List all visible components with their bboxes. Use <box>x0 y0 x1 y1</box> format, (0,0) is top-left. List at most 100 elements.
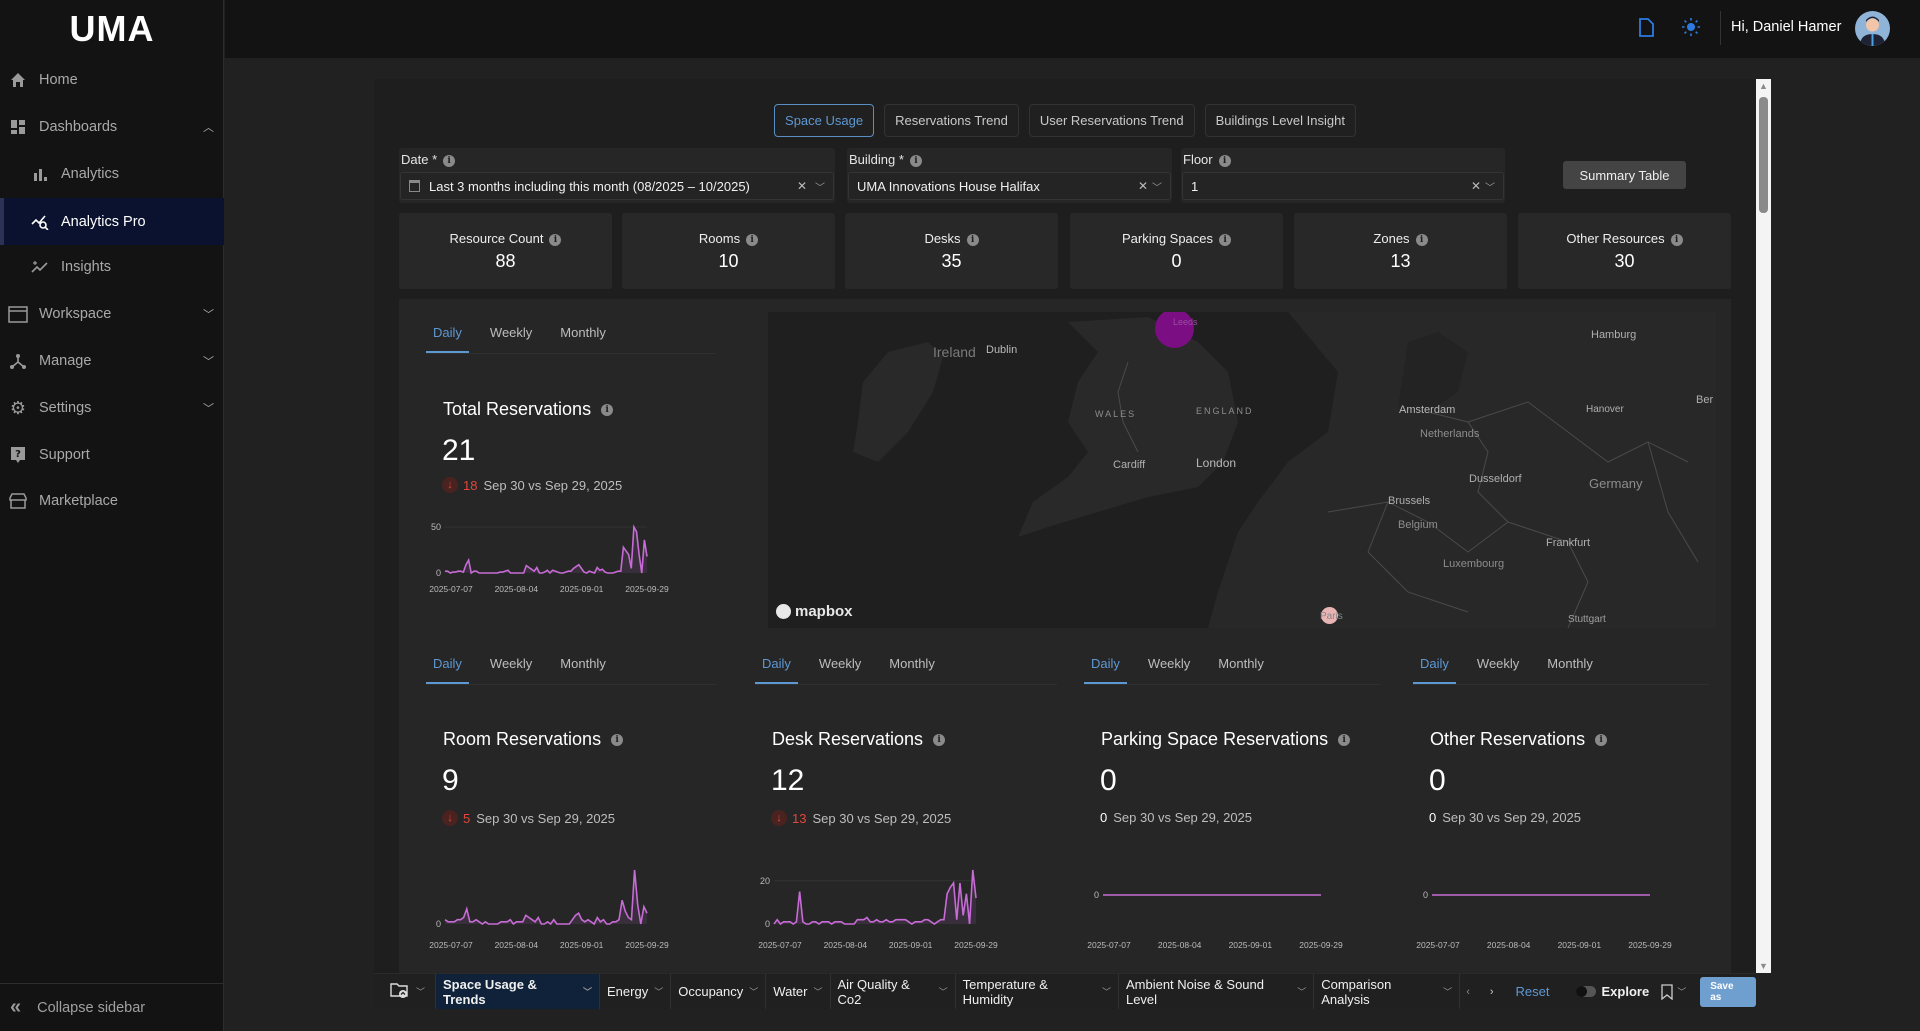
tab-daily[interactable]: Daily <box>426 648 469 684</box>
scrollbar-thumb[interactable] <box>1759 97 1768 213</box>
sidebar-item-dashboards[interactable]: Dashboards ︿ <box>0 105 224 149</box>
info-icon[interactable]: i <box>933 734 946 747</box>
map-marker-leeds[interactable] <box>1155 312 1194 348</box>
sidebar-item-support[interactable]: ? Support <box>0 433 224 477</box>
sidebar-item-settings[interactable]: ⚙ Settings ﹀ <box>0 386 224 430</box>
folder-menu-button[interactable]: ﹀ <box>374 974 437 1009</box>
compare-text: Sep 30 vs Sep 29, 2025 <box>483 477 623 493</box>
category-water[interactable]: Water ﹀ <box>766 974 831 1009</box>
summary-table-button[interactable]: Summary Table <box>1563 161 1686 189</box>
theme-sun-icon[interactable] <box>1681 17 1701 42</box>
document-icon[interactable] <box>1639 18 1654 42</box>
stat-zones: Zones i 13 <box>1294 213 1507 289</box>
info-icon[interactable]: i <box>549 233 562 246</box>
category-temperature-humidity[interactable]: Temperature & Humidity ﹀ <box>956 974 1119 1009</box>
sidebar-item-label: Support <box>39 447 90 463</box>
sidebar-item-insights[interactable]: Insights <box>0 245 224 289</box>
info-icon[interactable]: i <box>746 233 759 246</box>
info-icon[interactable]: i <box>443 154 456 167</box>
card-title-room-reservations: Room Reservations i <box>443 729 624 750</box>
collapse-sidebar-button[interactable]: « Collapse sidebar <box>0 983 224 1031</box>
info-icon[interactable]: i <box>1415 233 1428 246</box>
delta-row: ↓ 5 Sep 30 vs Sep 29, 2025 <box>442 810 615 826</box>
tab-monthly[interactable]: Monthly <box>889 656 935 671</box>
floor-select[interactable]: 1 ✕ ﹀ <box>1182 172 1504 200</box>
period-tabs: Daily Weekly Monthly <box>426 317 716 354</box>
sidebar-item-manage[interactable]: Manage ﹀ <box>0 339 224 383</box>
building-filter: Building * i UMA Innovations House Halifa… <box>847 148 1172 203</box>
info-icon[interactable]: i <box>966 233 979 246</box>
date-select[interactable]: Last 3 months including this month (08/2… <box>400 172 834 200</box>
tab-buildings-level-insight[interactable]: Buildings Level Insight <box>1204 104 1356 137</box>
tab-daily[interactable]: Daily <box>426 317 469 353</box>
tab-weekly[interactable]: Weekly <box>818 656 862 671</box>
category-air-quality[interactable]: Air Quality & Co2 ﹀ <box>831 974 956 1009</box>
map-label-cardiff: Cardiff <box>1113 459 1146 471</box>
chevron-down-icon[interactable]: ﹀ <box>815 183 825 194</box>
tab-daily[interactable]: Daily <box>1413 648 1456 684</box>
clear-icon[interactable]: ✕ <box>1470 179 1481 193</box>
y-tick-label: 0 <box>1423 890 1428 900</box>
chevron-down-icon[interactable]: ﹀ <box>1485 183 1495 194</box>
uma-logo[interactable]: UMA <box>69 8 155 49</box>
tab-space-usage[interactable]: Space Usage <box>774 104 875 137</box>
explore-toggle[interactable]: Explore <box>1570 984 1656 999</box>
scroll-right-icon[interactable]: › <box>1489 985 1494 998</box>
info-icon[interactable]: i <box>1218 154 1231 167</box>
building-select[interactable]: UMA Innovations House Halifax ✕ ﹀ <box>848 172 1171 200</box>
save-as-button[interactable]: Save as <box>1700 976 1756 1007</box>
info-icon[interactable]: i <box>1595 734 1608 747</box>
scroll-left-icon[interactable]: ‹ <box>1466 985 1470 998</box>
tab-user-reservations-trend[interactable]: User Reservations Trend <box>1028 104 1195 137</box>
reset-button[interactable]: Reset <box>1515 984 1550 999</box>
tab-daily[interactable]: Daily <box>755 648 798 684</box>
mapbox-attribution[interactable]: mapbox <box>776 603 853 620</box>
tab-monthly[interactable]: Monthly <box>1547 656 1593 671</box>
card-value: 0 <box>1429 764 1446 797</box>
info-icon[interactable]: i <box>1219 233 1232 246</box>
info-icon[interactable]: i <box>1670 233 1683 246</box>
location-map[interactable]: Ireland Dublin WALES ENGLAND Cardiff Lon… <box>768 312 1716 628</box>
sidebar-item-analytics-pro[interactable]: Analytics Pro <box>0 198 224 245</box>
sidebar-item-workspace[interactable]: Workspace ﹀ <box>0 292 224 336</box>
map-label-stuttgart: Stuttgart <box>1568 614 1606 625</box>
bookmark-button[interactable]: ﹀ <box>1655 983 1692 1000</box>
scroll-down-icon[interactable]: ▼ <box>1759 961 1768 971</box>
sidebar-item-marketplace[interactable]: Marketplace <box>0 479 224 523</box>
toggle-switch[interactable] <box>1575 986 1596 997</box>
category-energy[interactable]: Energy ﹀ <box>600 974 672 1009</box>
tab-weekly[interactable]: Weekly <box>489 325 533 340</box>
avatar[interactable] <box>1855 11 1890 46</box>
tab-monthly[interactable]: Monthly <box>560 656 606 671</box>
main-scrollbar[interactable]: ▲ ▼ <box>1756 79 1771 973</box>
clear-icon[interactable]: ✕ <box>796 179 807 193</box>
x-tick-label: 2025-07-07 <box>429 940 473 950</box>
tab-monthly[interactable]: Monthly <box>1218 656 1264 671</box>
x-tick-label: 2025-07-07 <box>758 940 802 950</box>
clear-icon[interactable]: ✕ <box>1137 179 1148 193</box>
info-icon[interactable]: i <box>1338 734 1351 747</box>
scroll-up-icon[interactable]: ▲ <box>1759 81 1768 91</box>
user-greeting[interactable]: Hi, Daniel Hamer <box>1731 19 1842 35</box>
info-icon[interactable]: i <box>601 404 614 417</box>
tab-weekly[interactable]: Weekly <box>1476 656 1520 671</box>
chevron-down-icon[interactable]: ﹀ <box>1152 183 1162 194</box>
info-icon[interactable]: i <box>909 154 922 167</box>
category-ambient-noise[interactable]: Ambient Noise & Sound Level ﹀ <box>1119 974 1315 1009</box>
sidebar-item-home[interactable]: Home <box>0 58 224 102</box>
tab-daily[interactable]: Daily <box>1084 648 1127 684</box>
category-space-usage-trends[interactable]: Space Usage & Trends ﹀ <box>436 974 601 1009</box>
category-occupancy[interactable]: Occupancy ﹀ <box>671 974 767 1009</box>
tab-monthly[interactable]: Monthly <box>560 325 606 340</box>
sidebar-item-analytics[interactable]: Analytics <box>0 152 224 196</box>
map-marker-paris[interactable] <box>1321 607 1338 624</box>
card-title-other-reservations: Other Reservations i <box>1430 729 1608 750</box>
info-icon[interactable]: i <box>611 734 624 747</box>
tab-weekly[interactable]: Weekly <box>489 656 533 671</box>
series-line <box>445 524 648 575</box>
floor-filter: Floor i 1 ✕ ﹀ <box>1181 148 1505 203</box>
period-tabs: Daily Weekly Monthly <box>426 648 716 685</box>
category-comparison-analysis[interactable]: Comparison Analysis ﹀ <box>1314 974 1461 1009</box>
tab-weekly[interactable]: Weekly <box>1147 656 1191 671</box>
tab-reservations-trend[interactable]: Reservations Trend <box>884 104 1019 137</box>
